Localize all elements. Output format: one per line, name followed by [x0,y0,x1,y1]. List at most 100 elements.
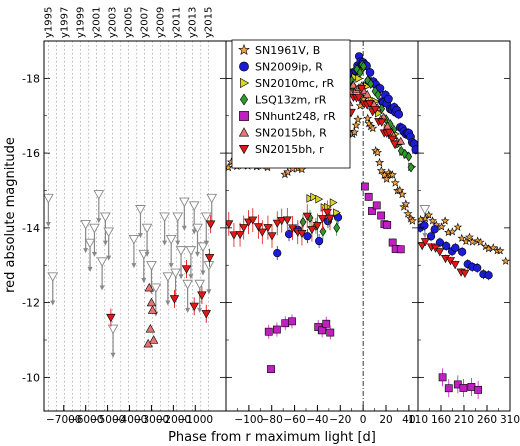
series-point [376,165,386,175]
upper-limit-point [185,246,197,256]
x-tick-label: −2000 [156,414,192,426]
series-point [372,147,383,157]
upper-limit-point [165,234,177,245]
series-point [403,209,413,218]
series-point [365,100,375,109]
series-point [282,216,292,225]
x-tick-label: −3000 [134,414,170,426]
upper-limit-arrowhead [185,307,191,313]
series-point [253,223,263,232]
series-point [303,232,312,241]
series-point [397,189,407,199]
series-point [450,261,460,270]
sn2015bh-r-point [205,220,216,229]
series-point [384,128,394,138]
sn2015bh-r-point [197,291,207,300]
series-point [451,243,460,252]
sn2015bh-r-point [189,302,199,312]
series-point [263,224,273,233]
series-point [315,194,324,204]
series-point [264,327,273,336]
series-point [322,319,331,328]
y-tick-label: -10 [22,371,40,384]
x-tick-label: −60 [283,414,305,426]
series-point [248,216,258,225]
year-label: y2011 [172,7,183,38]
series-point [442,241,451,251]
upper-limit-point [203,261,215,271]
series-point [395,185,405,195]
upper-limit-arrowhead [197,307,203,313]
series-point [368,123,378,133]
upper-limit-arrowhead [144,251,150,257]
x-axis-label: Phase from r maximum light [d] [168,430,376,445]
upper-limit-point [44,193,54,204]
series-point [383,221,392,229]
x-tick-label: −6000 [68,414,104,426]
upper-limit-arrowhead [106,255,112,261]
x-tick-label: −1000 [178,414,214,426]
upper-limit-arrowhead [200,270,206,276]
series-point [364,192,373,201]
legend-marker [238,43,250,55]
series-point [382,174,392,183]
series-point [355,74,364,83]
series-point [362,89,372,98]
upper-limit-arrowhead [131,263,137,269]
series-point [387,170,397,179]
upper-limit-point [197,242,209,253]
series-point [302,212,312,221]
series-point [453,222,463,231]
series-point [444,384,453,393]
series-point [226,162,233,172]
series-point [297,230,307,239]
series-point [474,385,483,394]
x-tick-label: −4000 [112,414,148,426]
year-label: y2003 [108,7,119,38]
series-point [322,208,332,218]
panel-frames [43,40,511,412]
sn2015bh-r-point [106,313,116,323]
series-point [374,89,382,100]
x-tick-label: −7000 [46,414,82,426]
legend-label: SNhunt248, rR [255,110,336,123]
x-tick-label: −5000 [90,414,126,426]
series-point [312,222,322,231]
x-tick-label: −80 [261,414,283,426]
upper-limit-arrowhead [141,278,147,284]
series-point [277,217,287,226]
upper-limit-point [47,272,59,282]
y-tick-label: -16 [22,147,40,160]
legend-label: SN2009ip, R [255,61,323,74]
y-tick-label: -12 [22,297,40,310]
series-point [388,238,397,247]
upper-limit-point [159,212,170,223]
series-point [226,220,234,229]
series-point [310,192,319,202]
y-tick-label: -18 [22,72,40,85]
legend-label: LSQ13zm, rR [255,94,327,107]
legend-marker [239,93,249,106]
upper-limit-arrowhead [181,225,187,231]
series-point [370,105,380,115]
upper-limit-point [93,190,105,200]
legend-marker [238,127,250,137]
series-point [319,226,327,237]
upper-limit-point [100,212,111,223]
series-point [244,218,254,227]
sn2015bh-R-point [143,338,153,348]
series-point [229,231,239,240]
upper-limit-arrowhead [45,221,51,227]
series-point [401,199,411,208]
year-label: y1995 [43,7,54,38]
series-point [394,109,404,119]
x-tick-label: −40 [306,414,328,426]
upper-limit-arrowhead [87,266,93,272]
upper-limit-point [188,201,200,211]
series-point [390,140,400,149]
series-point [317,215,327,224]
legend-label: SN1961V, B [255,44,320,57]
series-point [407,162,415,173]
series-point [438,373,447,382]
upper-limit-arrowhead [188,274,194,280]
